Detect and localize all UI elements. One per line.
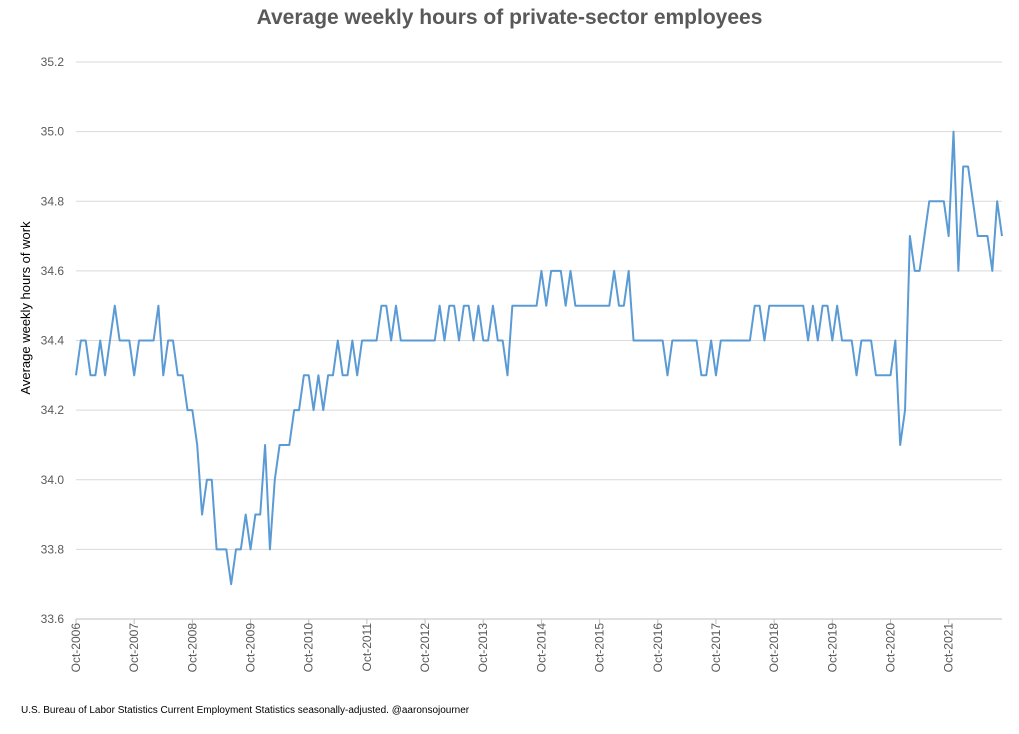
x-tick-label: Oct-2011 <box>360 623 374 672</box>
x-tick-label: Oct-2006 <box>69 623 83 673</box>
y-tick-label: 35.2 <box>41 55 65 69</box>
x-tick-label: Oct-2015 <box>593 623 607 673</box>
x-tick-label: Oct-2007 <box>127 623 141 673</box>
chart-title: Average weekly hours of private-sector e… <box>256 6 763 29</box>
x-tick-label: Oct-2009 <box>244 623 258 673</box>
x-tick-label: Oct-2013 <box>476 623 490 673</box>
x-tick-label: Oct-2019 <box>825 623 839 673</box>
y-tick-label: 34.8 <box>41 194 65 208</box>
y-tick-label: 34.6 <box>41 264 65 278</box>
y-axis-ticks: 33.6 33.8 34.0 34.2 34.4 34.6 34.8 35.0 35.2 <box>41 55 65 626</box>
y-axis-label: Average weekly hours of work <box>18 221 33 395</box>
y-tick-label: 33.6 <box>41 612 65 626</box>
y-tick-label: 34.2 <box>41 403 65 417</box>
x-tick-label: Oct-2021 <box>942 623 956 673</box>
series-line <box>75 130 1003 586</box>
x-tick-label: Oct-2018 <box>767 623 781 673</box>
source-note: U.S. Bureau of Labor Statistics Current … <box>21 705 470 716</box>
x-tick-label: Oct-2016 <box>651 623 665 673</box>
x-tick-label: Oct-2008 <box>185 623 199 673</box>
y-tick-label: 33.8 <box>41 542 65 556</box>
y-tick-label: 35.0 <box>41 125 65 139</box>
series-group <box>75 130 1003 586</box>
x-axis-ticks: Oct-2006 Oct-2007 Oct-2008 Oct-2009 Oct-2010… <box>69 619 956 672</box>
x-tick-label: Oct-2014 <box>534 623 548 673</box>
x-tick-label: Oct-2012 <box>418 623 432 673</box>
y-tick-label: 34.0 <box>41 473 65 487</box>
x-tick-label: Oct-2010 <box>302 623 316 673</box>
x-tick-label: Oct-2017 <box>709 623 723 673</box>
y-tick-label: 34.4 <box>41 334 65 348</box>
x-tick-label: Oct-2020 <box>883 623 897 673</box>
gridlines <box>76 61 1002 620</box>
